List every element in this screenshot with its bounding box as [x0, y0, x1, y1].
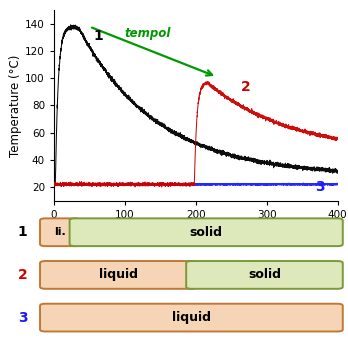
FancyBboxPatch shape — [70, 218, 343, 246]
Text: 1: 1 — [93, 29, 103, 43]
Text: 1: 1 — [18, 225, 27, 239]
Text: liquid: liquid — [99, 269, 138, 281]
Text: liquid: liquid — [172, 311, 211, 324]
FancyBboxPatch shape — [186, 261, 343, 289]
Text: solid: solid — [190, 226, 223, 239]
Text: tempol: tempol — [125, 27, 171, 40]
Text: 3: 3 — [315, 180, 324, 194]
Y-axis label: Temperature (°C): Temperature (°C) — [9, 54, 22, 157]
Text: li.: li. — [54, 227, 66, 237]
FancyBboxPatch shape — [40, 304, 343, 331]
Text: 2: 2 — [18, 268, 27, 282]
FancyBboxPatch shape — [40, 218, 80, 246]
X-axis label: Time (sec): Time (sec) — [165, 225, 227, 238]
Text: 3: 3 — [18, 311, 27, 324]
Text: solid: solid — [248, 269, 281, 281]
FancyBboxPatch shape — [40, 261, 197, 289]
Text: 2: 2 — [240, 80, 250, 94]
